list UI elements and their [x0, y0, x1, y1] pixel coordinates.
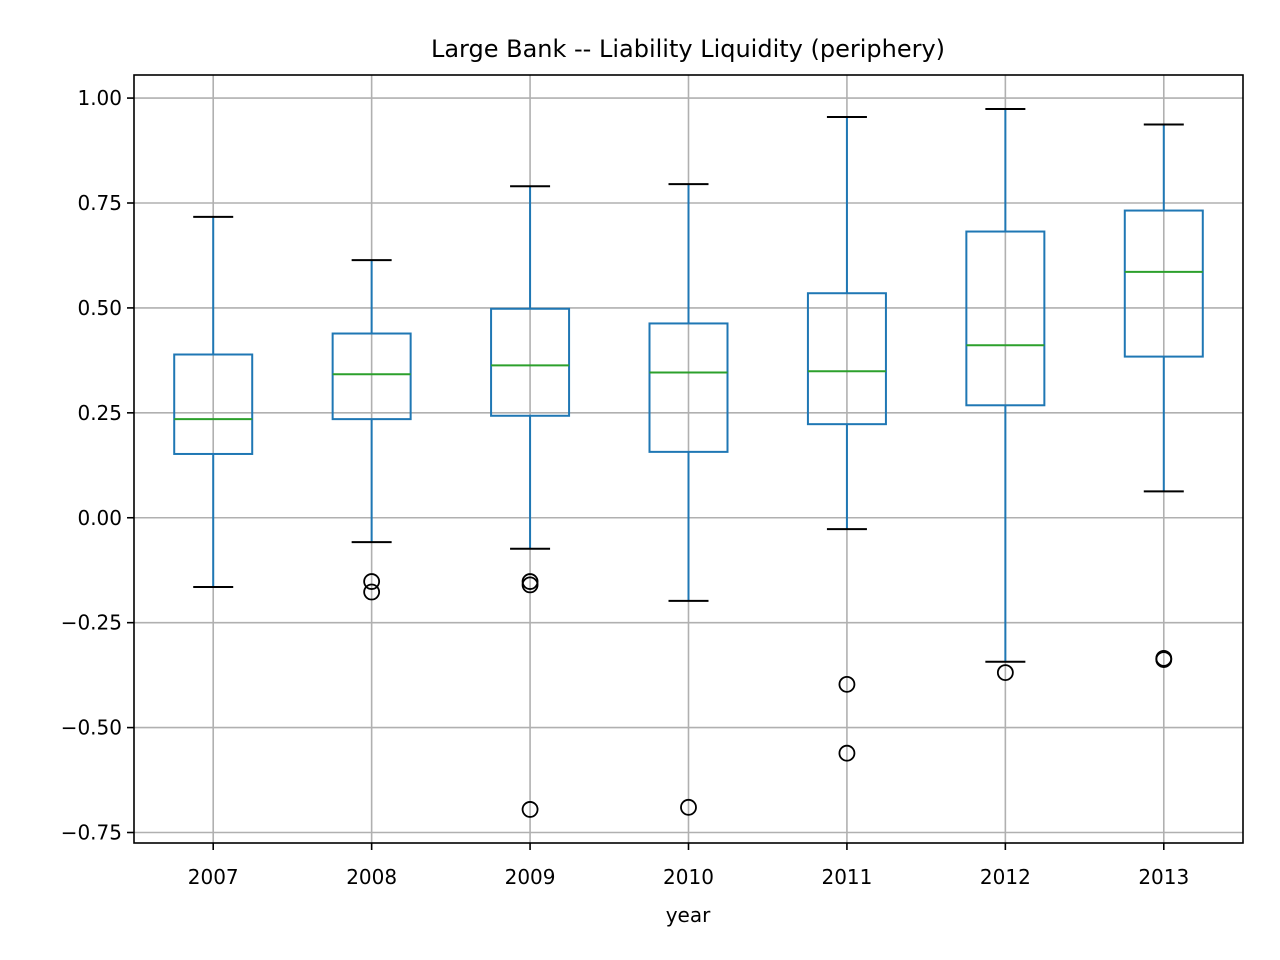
y-tick-label: 0.25: [77, 401, 122, 425]
outlier-point: [996, 664, 1014, 682]
outlier-point: [1155, 651, 1173, 669]
box-2009: [490, 185, 571, 818]
y-tick-label: −0.50: [61, 716, 122, 740]
x-tick-label: 2010: [663, 865, 714, 889]
iqr-box: [806, 292, 887, 426]
x-axis-label: year: [666, 903, 711, 927]
outlier-point: [521, 576, 539, 594]
box-2012: [965, 107, 1046, 682]
iqr-box: [648, 322, 729, 453]
box-2008: [331, 259, 412, 601]
outlier-point: [363, 573, 381, 590]
outlier-point: [363, 583, 381, 601]
y-axis: −0.75 −0.50 −0.25 0.00 0.25 0.50 0.75 1.00: [61, 86, 134, 845]
box-2010: [648, 183, 729, 816]
y-tick-label: −0.25: [61, 611, 122, 635]
x-tick-label: 2011: [821, 865, 872, 889]
outlier-point: [521, 801, 539, 818]
x-tick-label: 2009: [505, 865, 556, 889]
box-series: [173, 107, 1204, 818]
box-2007: [173, 215, 254, 588]
outlier-point: [838, 744, 856, 762]
y-tick-label: 0.75: [77, 191, 122, 215]
x-tick-label: 2008: [346, 865, 397, 889]
y-tick-label: 0.50: [77, 296, 122, 320]
box-2013: [1123, 123, 1204, 669]
x-tick-label: 2012: [980, 865, 1031, 889]
y-tick-label: −0.75: [61, 821, 122, 845]
iqr-box: [490, 307, 571, 417]
outlier-point: [838, 675, 856, 693]
box-2011: [806, 115, 887, 762]
y-tick-label: 1.00: [77, 86, 122, 110]
iqr-box: [331, 332, 412, 421]
iqr-box: [965, 230, 1046, 407]
x-tick-label: 2007: [188, 865, 239, 889]
iqr-box: [173, 353, 254, 455]
iqr-box: [1123, 209, 1204, 358]
chart-title: Large Bank -- Liability Liquidity (perip…: [431, 35, 945, 63]
x-tick-label: 2013: [1138, 865, 1189, 889]
outlier-point: [680, 798, 697, 816]
x-axis: 2007 2008 2009 2010 2011 2012 2013: [188, 843, 1189, 889]
y-tick-label: 0.00: [77, 506, 122, 530]
